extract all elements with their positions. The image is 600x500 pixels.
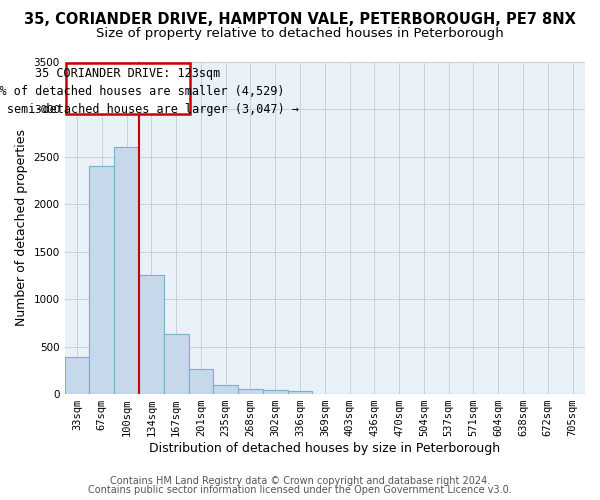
Bar [214, 384, 238, 394]
Bar [89, 166, 114, 394]
X-axis label: Distribution of detached houses by size in Peterborough: Distribution of detached houses by size … [149, 442, 500, 455]
Text: 35 CORIANDER DRIVE: 123sqm
← 59% of detached houses are smaller (4,529)
40% of s: 35 CORIANDER DRIVE: 123sqm ← 59% of deta… [0, 67, 299, 116]
Bar [188, 370, 214, 394]
Y-axis label: Number of detached properties: Number of detached properties [15, 130, 28, 326]
Bar [238, 389, 263, 394]
Text: Size of property relative to detached houses in Peterborough: Size of property relative to detached ho… [96, 28, 504, 40]
Text: Contains public sector information licensed under the Open Government Licence v3: Contains public sector information licen… [88, 485, 512, 495]
FancyBboxPatch shape [66, 64, 190, 114]
Bar [114, 147, 139, 394]
Bar [164, 334, 188, 394]
Text: Contains HM Land Registry data © Crown copyright and database right 2024.: Contains HM Land Registry data © Crown c… [110, 476, 490, 486]
Bar [65, 357, 89, 394]
Bar [263, 390, 287, 394]
Text: 35, CORIANDER DRIVE, HAMPTON VALE, PETERBOROUGH, PE7 8NX: 35, CORIANDER DRIVE, HAMPTON VALE, PETER… [24, 12, 576, 28]
Bar [287, 391, 313, 394]
Bar [139, 276, 164, 394]
